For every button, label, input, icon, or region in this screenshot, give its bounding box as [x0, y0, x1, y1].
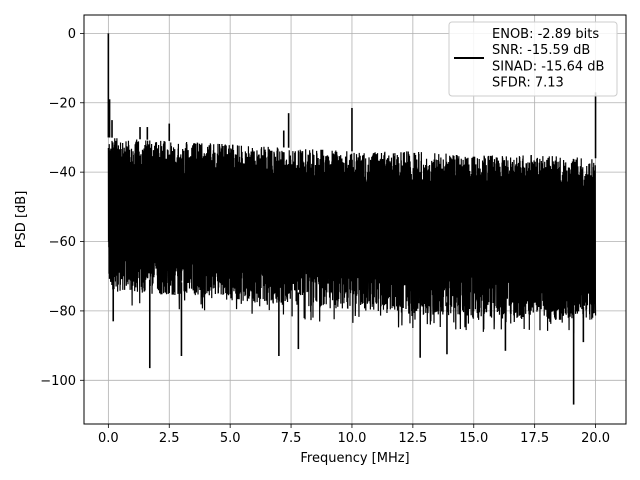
y-tick-label: 0: [68, 27, 76, 42]
legend-box: [448, 21, 618, 97]
x-tick-label: 10.0: [337, 431, 366, 446]
axis-ticks: 0.0 2.5 5.0 7.5 10.0 12.5 15.0 17.5 20.0 0 −20 −40 −…: [40, 27, 610, 446]
x-tick-label: 15.0: [459, 431, 488, 446]
x-tick-label: 5.0: [220, 431, 241, 446]
legend-entry-line: SFDR: 7.13: [492, 76, 564, 91]
x-tick-label: 7.5: [281, 431, 302, 446]
legend-entry-line: SINAD: -15.64 dB: [492, 59, 604, 74]
y-tick-label: −20: [49, 96, 76, 111]
y-tick-label: −80: [49, 304, 76, 319]
y-tick-label: −100: [40, 374, 76, 389]
legend-entry-line: ENOB: -2.89 bits: [492, 27, 599, 42]
axes-frame: [83, 14, 627, 425]
x-axis-label: Frequency [MHz]: [300, 451, 409, 466]
x-tick-label: 17.5: [520, 431, 549, 446]
x-tick-label: 12.5: [398, 431, 427, 446]
psd-trace: [107, 33, 597, 405]
y-tick-label: −40: [49, 166, 76, 181]
x-tick-label: 2.5: [159, 431, 180, 446]
legend-entry-line: SNR: -15.59 dB: [492, 43, 590, 58]
x-tick-label: 0.0: [98, 431, 119, 446]
psd-noise-floor: [107, 138, 597, 334]
y-tick-label: −60: [49, 235, 76, 250]
y-axis-label: PSD [dB]: [14, 191, 29, 249]
x-tick-label: 20.0: [581, 431, 610, 446]
